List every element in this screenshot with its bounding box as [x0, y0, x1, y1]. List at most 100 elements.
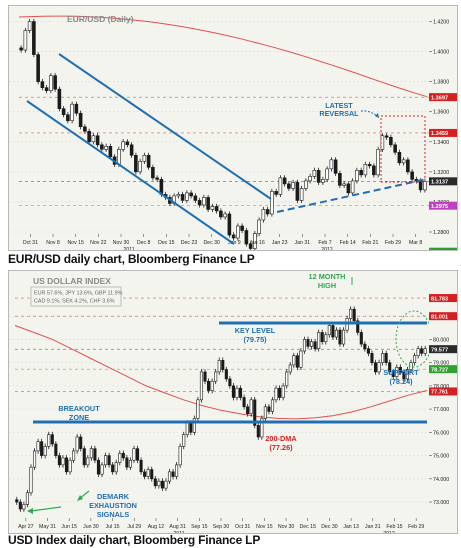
candle-body-55 [253, 233, 257, 249]
demark-arrow-2 [30, 506, 62, 512]
candle-body-52 [240, 225, 244, 231]
annotation-8: 200-DMA [265, 434, 297, 443]
candle-body-55 [210, 380, 214, 391]
usd-index-chart: Apr 27 May 31 Jun 15 Jun 30 Jul 15 Jul 29 Aug … [9, 272, 429, 533]
candle-body-64 [291, 182, 295, 189]
candle-body-13 [74, 103, 79, 114]
candle-body-100 [370, 353, 374, 363]
ma-200-line [18, 15, 428, 98]
x-tick-label-11: Jan 23 [272, 240, 288, 246]
x-tick-label-7: Aug 31 [169, 524, 186, 530]
candle-body-3 [25, 492, 29, 505]
candle-body-48 [185, 422, 189, 435]
candle-body-50 [192, 418, 196, 433]
candle-body-29 [118, 452, 122, 463]
usd-index-caption: USD Index daily chart, Bloomberg Finance… [8, 533, 261, 547]
year-label-1: 2012 [321, 247, 333, 250]
candle-body-40 [189, 192, 193, 197]
candle-body-85 [317, 332, 321, 350]
candle-body-83 [310, 341, 314, 347]
candle-body-23 [96, 459, 101, 475]
candle-body-99 [366, 348, 370, 354]
candle-body-23 [117, 149, 121, 165]
candle-body-65 [295, 182, 300, 201]
x-tick-label-3: Nov 22 [90, 240, 107, 246]
candle-body-27 [111, 464, 115, 473]
y-tick-label-3: 78.000 [433, 384, 449, 390]
candle-body-71 [267, 406, 271, 412]
candle-body-103 [381, 353, 385, 363]
candle-body-97 [359, 332, 363, 345]
candle-body-49 [189, 422, 193, 433]
candle-body-24 [121, 141, 125, 150]
candle-body-1 [18, 501, 22, 510]
candle-body-48 [223, 213, 227, 218]
x-tick-label-18: Feb 29 [408, 524, 424, 530]
y-tick-label-2: 1.3800 [433, 80, 449, 86]
y-tick-label-4: 1.3400 [433, 140, 449, 146]
candle-body-78 [350, 180, 355, 194]
candles-group [19, 18, 427, 250]
candle-body-77 [346, 183, 351, 194]
candle-body-5 [40, 81, 45, 88]
candle-body-74 [333, 159, 338, 174]
candle-body-65 [246, 406, 250, 415]
x-tick-label-15: Feb 21 [362, 240, 378, 246]
x-tick-label-12: Jan 31 [295, 240, 311, 246]
demark-arrow-1-head [77, 495, 83, 501]
annotation-5: (78.24) [389, 377, 413, 386]
x-tick-label-16: Feb 29 [385, 240, 401, 246]
candle-body-12 [57, 455, 61, 466]
candle-body-81 [363, 164, 368, 176]
candle-body-12 [70, 103, 74, 122]
weights-line-2: CAD 9.1%, SEK 4.2%, CHF 3.6% [34, 299, 115, 305]
candle-body-73 [274, 387, 278, 401]
candle-body-31 [151, 167, 155, 179]
x-tick-label-1: Nov 8 [46, 240, 60, 246]
annotation-10: DEMARK [97, 492, 130, 501]
candle-body-21 [108, 146, 113, 158]
x-tick-label-17: Mar 8 [409, 240, 422, 246]
candle-body-77 [288, 364, 292, 373]
x-tick-label-11: Nov 15 [256, 524, 273, 530]
x-tick-label-8: Dec 30 [203, 240, 220, 246]
candle-body-68 [308, 176, 312, 182]
candle-body-80 [359, 170, 363, 176]
candle-body-38 [150, 469, 154, 480]
candle-body-69 [260, 418, 264, 438]
candle-body-86 [320, 332, 324, 343]
x-tick-label-9: Sep 30 [213, 524, 230, 530]
candle-body-115 [423, 348, 427, 354]
y-tick-label-5: 76.000 [433, 430, 449, 436]
y-tick-label-1: 1.4000 [433, 50, 449, 56]
x-tick-label-17: Feb 15 [386, 524, 402, 530]
candle-body-26 [129, 144, 134, 156]
candle-body-30 [121, 452, 125, 459]
candle-body-7 [49, 75, 53, 91]
candle-body-110 [405, 369, 410, 380]
x-tick-label-6: Aug 12 [148, 524, 165, 530]
y-tick-label-8: 73.000 [433, 500, 449, 506]
candle-body-46 [214, 206, 219, 212]
usd-index-chart-panel: Apr 27 May 31 Jun 15 Jun 30 Jul 15 Jul 29 Aug … [8, 270, 430, 534]
candle-body-53 [244, 230, 249, 245]
candle-body-88 [393, 144, 397, 153]
candle-body-104 [384, 353, 388, 363]
candle-body-59 [224, 369, 228, 380]
candle-body-70 [316, 170, 321, 183]
candle-body-87 [389, 136, 393, 146]
annotation-arrow-head [375, 113, 379, 118]
x-tick-label-4: Nov 30 [113, 240, 130, 246]
candle-body-66 [249, 399, 253, 415]
price-tag-label-3: 1.2975 [431, 204, 448, 210]
annotation-9: (77.26) [269, 443, 293, 452]
candle-body-56 [214, 371, 218, 382]
candle-body-61 [278, 177, 283, 195]
candle-body-17 [75, 436, 79, 452]
candle-body-75 [281, 385, 285, 398]
candle-body-49 [227, 213, 232, 236]
x-tick-label-7: Dec 23 [181, 240, 198, 246]
candle-body-22 [93, 448, 97, 461]
candle-body-54 [207, 380, 211, 391]
candle-body-20 [104, 146, 108, 150]
